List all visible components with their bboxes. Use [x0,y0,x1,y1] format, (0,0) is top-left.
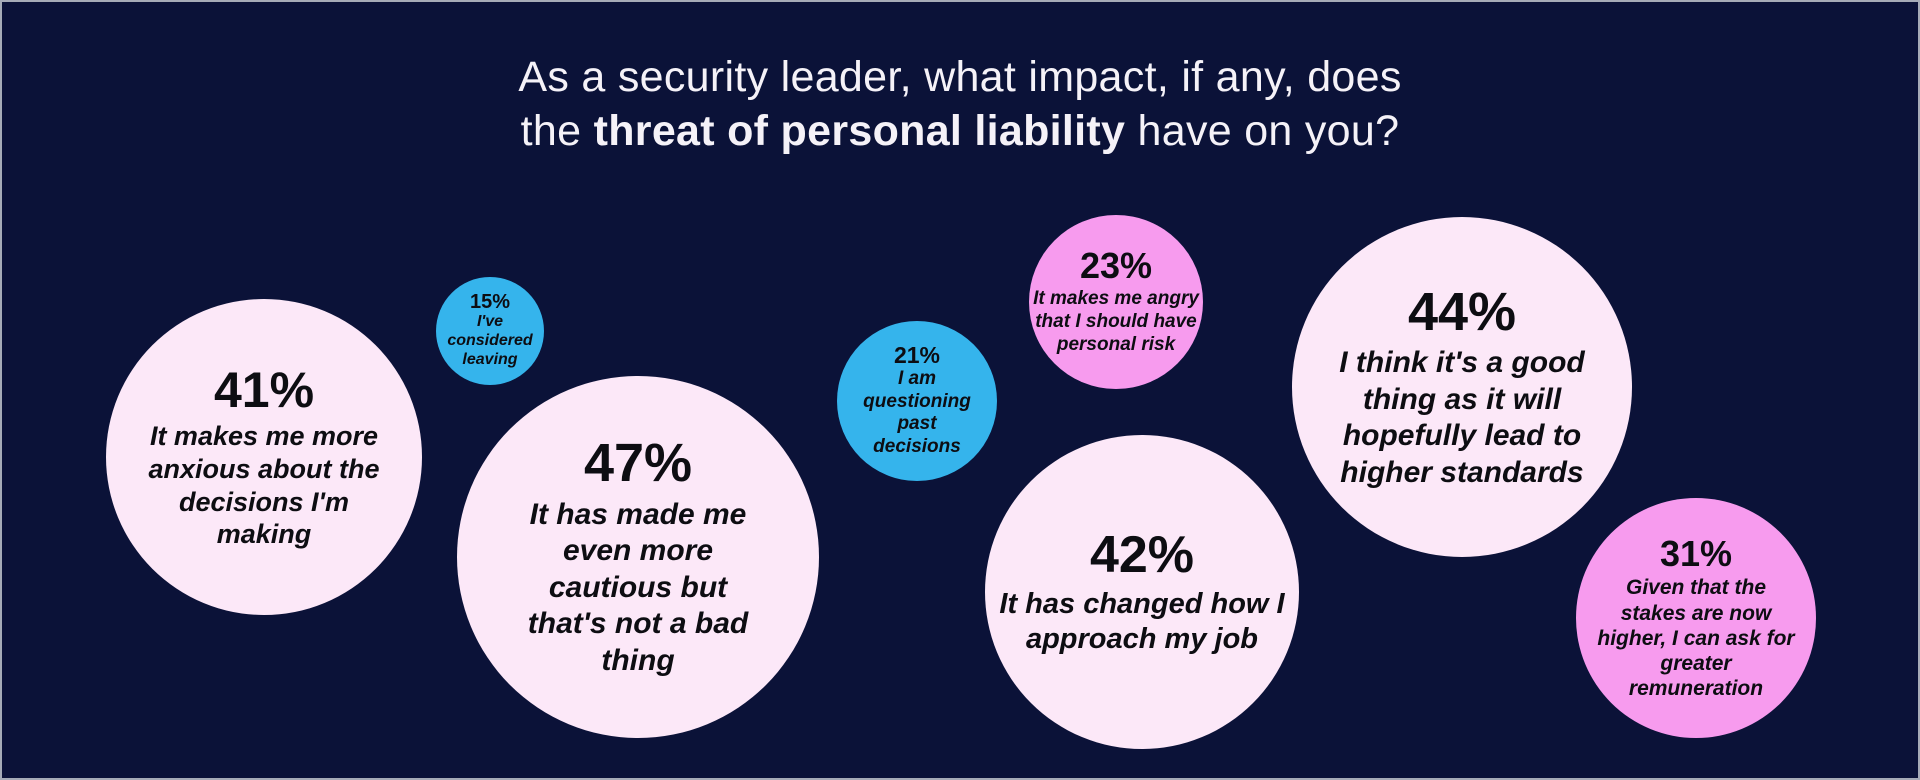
bubble-21-questioning-decisions: 21% I am questioning past decisions [837,321,997,481]
chart-title-line2-bold: threat of personal liability [593,107,1126,155]
bubble-percentage: 42% [1089,525,1195,584]
bubble-percentage: 44% [1407,281,1517,342]
bubble-percentage: 23% [1079,245,1153,287]
bubble-percentage: 41% [213,361,315,418]
bubble-percentage: 31% [1659,532,1733,574]
bubble-15-considered-leaving: 15% I've considered leaving [436,277,544,385]
chart-title-line2: the threat of personal liability have on… [2,104,1918,158]
bubble-47-more-cautious: 47% It has made me even more cautious bu… [457,376,819,738]
bubble-label: I am questioning past decisions [863,367,971,458]
bubble-44-good-thing-standards: 44% I think it's a good thing as it will… [1292,217,1632,557]
bubble-label: It makes me more anxious about the decis… [148,420,380,550]
bubble-label: I think it's a good thing as it will hop… [1339,345,1585,489]
bubble-41-anxious: 41% It makes me more anxious about the d… [106,299,422,615]
bubble-label: It has made me even more cautious but th… [527,497,749,678]
bubble-31-greater-remuneration: 31% Given that the stakes are now higher… [1576,498,1816,738]
bubble-label: It has changed how I approach my job [999,587,1285,656]
bubble-label: Given that the stakes are now higher, I … [1597,576,1795,701]
bubble-label: It makes me angry that I should have per… [1033,288,1199,355]
bubble-23-angry-personal-risk: 23% It makes me angry that I should have… [1029,215,1203,389]
bubble-percentage: 47% [583,433,693,494]
chart-title-line2-post: have on you? [1125,107,1400,155]
chart-title: As a security leader, what impact, if an… [2,50,1918,158]
bubble-percentage: 21% [893,341,941,368]
chart-title-line1: As a security leader, what impact, if an… [518,53,1402,101]
bubble-42-changed-approach: 42% It has changed how I approach my job [985,435,1299,749]
chart-title-line2-pre: the [520,107,594,155]
bubble-label: I've considered leaving [447,313,533,369]
bubble-percentage: 15% [469,290,511,313]
